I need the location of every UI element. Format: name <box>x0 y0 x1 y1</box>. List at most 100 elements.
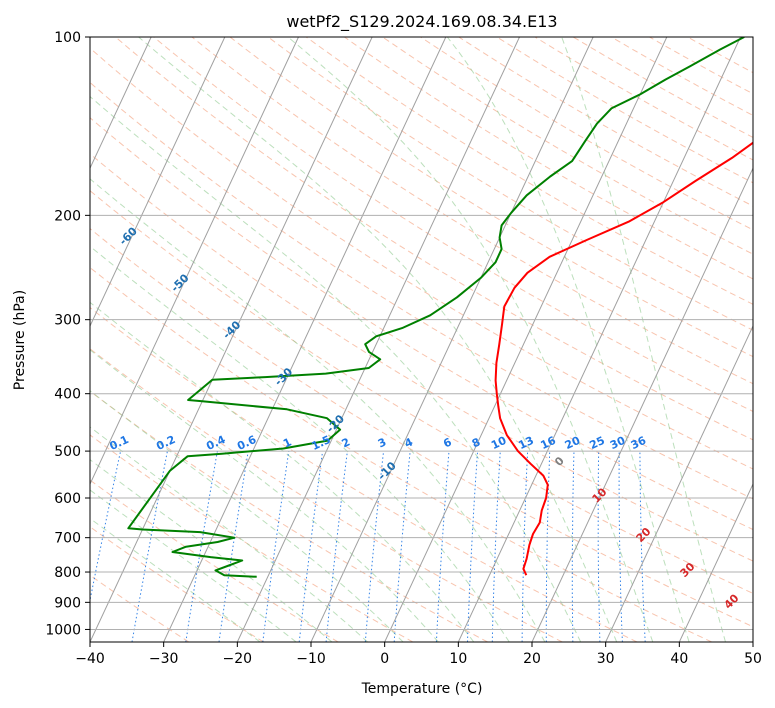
y-tick-label: 600 <box>54 491 81 507</box>
dry-adiabat <box>649 37 753 95</box>
x-tick-label: 20 <box>523 651 541 667</box>
mixing-ratio-label: 2 <box>340 435 352 450</box>
mixing-ratio-label: 10 <box>489 434 509 452</box>
dry-adiabat <box>229 37 753 358</box>
mixing-ratio-line <box>185 451 218 642</box>
dry-adiabat <box>267 37 753 331</box>
mixing-ratio-label: 4 <box>403 435 416 450</box>
dry-adiabat <box>90 479 339 642</box>
dry-adiabat <box>90 574 190 642</box>
mixing-ratio-line <box>298 451 324 642</box>
moist-adiabat <box>90 245 510 642</box>
dry-adiabat <box>90 266 712 642</box>
y-tick-label: 400 <box>54 387 81 403</box>
y-tick-label: 800 <box>54 565 81 581</box>
y-tick-label: 700 <box>54 531 81 547</box>
isotherm-line <box>384 37 668 642</box>
x-tick-label: 0 <box>380 651 389 667</box>
dry-adiabat <box>115 37 753 441</box>
moist-adiabat <box>287 37 654 642</box>
mixing-ratio-label: 20 <box>563 434 583 452</box>
x-tick-label: 40 <box>670 651 688 667</box>
isotherm-line <box>90 37 299 486</box>
isotherm-line <box>0 37 4 642</box>
dry-adiabat <box>90 526 264 642</box>
dry-adiabat-label: -70 <box>65 177 88 200</box>
dry-adiabat <box>305 37 753 305</box>
mixing-ratio-label: 0.2 <box>154 433 177 453</box>
y-tick-label: 900 <box>54 595 81 611</box>
dry-adiabat-label: 40 <box>722 591 742 611</box>
mixing-ratio-line <box>131 451 168 642</box>
mixing-ratio-label: 16 <box>539 434 559 452</box>
y-tick-label: 100 <box>54 30 81 46</box>
x-tick-label: −30 <box>149 651 179 667</box>
mixing-ratio-line <box>545 451 551 642</box>
dry-adiabat <box>90 348 563 642</box>
mixing-ratio-line <box>571 451 575 642</box>
isotherm-line <box>90 37 152 170</box>
dry-adiabat-label: 0 <box>552 454 567 469</box>
mixing-ratio-line <box>597 451 601 642</box>
dry-adiabat <box>90 117 753 531</box>
dry-adiabat <box>572 37 753 139</box>
isotherm-line <box>236 37 520 642</box>
dry-adiabat-label: -80 <box>13 131 36 154</box>
dry-adiabat-label: -60 <box>117 224 140 247</box>
y-axis-title: Pressure (hPa) <box>12 290 28 390</box>
x-tick-label: −40 <box>75 651 105 667</box>
moist-adiabat <box>138 37 618 642</box>
mixing-ratio-line <box>618 451 623 642</box>
plot-frame <box>89 36 754 643</box>
y-tick-label: 500 <box>54 444 81 460</box>
temperature-line <box>494 141 753 576</box>
isotherm-line <box>90 37 226 328</box>
grid-lines <box>0 37 753 642</box>
dry-adiabat-label: -40 <box>220 318 243 341</box>
dry-adiabat <box>458 37 753 207</box>
isotherm-line <box>163 37 447 642</box>
mixing-ratio-line <box>491 451 501 642</box>
y-tick-label: 200 <box>54 208 81 224</box>
x-tick-label: 10 <box>449 651 467 667</box>
isotherm-line <box>605 324 753 642</box>
dry-adiabat <box>153 37 753 413</box>
moist-adiabat <box>90 95 582 642</box>
mixing-ratio-label: 3 <box>376 435 388 450</box>
dry-adiabat <box>420 37 753 231</box>
isotherm-line <box>90 37 373 642</box>
x-tick-label: −10 <box>296 651 326 667</box>
mixing-ratio-line <box>435 451 450 642</box>
dry-adiabat <box>90 390 488 642</box>
x-tick-label: −20 <box>223 651 253 667</box>
moist-adiabat <box>90 390 404 642</box>
mixing-ratio-line <box>218 451 249 642</box>
x-tick-label: 50 <box>744 651 762 667</box>
x-tick-label: 30 <box>597 651 615 667</box>
mixing-ratio-label: 25 <box>588 434 607 452</box>
dry-adiabat <box>344 37 753 280</box>
dry-adiabat-label: -10 <box>376 459 399 482</box>
dry-adiabat-label: 10 <box>590 485 610 505</box>
moist-adiabat <box>90 517 261 642</box>
dry-adiabat <box>90 306 638 642</box>
isotherm-line <box>457 37 741 642</box>
isotherm-line <box>310 37 594 642</box>
moist-adiabat <box>90 459 333 642</box>
mixing-ratio-line <box>467 451 479 642</box>
mixing-ratio-label: 30 <box>608 434 628 452</box>
dewpoint-line <box>127 37 745 578</box>
mixing-ratio-label: 36 <box>629 434 649 452</box>
mixing-ratio-line <box>393 451 411 642</box>
mixing-ratio-label: 0.1 <box>108 433 131 453</box>
background-lines <box>90 37 753 642</box>
dry-adiabat-label: -20 <box>324 412 347 435</box>
dry-adiabat <box>90 190 753 594</box>
mixing-ratio-line <box>262 451 290 642</box>
dry-adiabat <box>90 227 753 628</box>
x-axis: −40 −30 −20 −10 0 10 20 30 40 50 <box>75 642 762 667</box>
x-axis-title: Temperature (°C) <box>361 681 483 697</box>
chart-title: wetPf2_S129.2024.169.08.34.E13 <box>286 12 557 32</box>
dry-adiabat-label: 20 <box>634 525 654 545</box>
moist-adiabat <box>446 37 690 642</box>
